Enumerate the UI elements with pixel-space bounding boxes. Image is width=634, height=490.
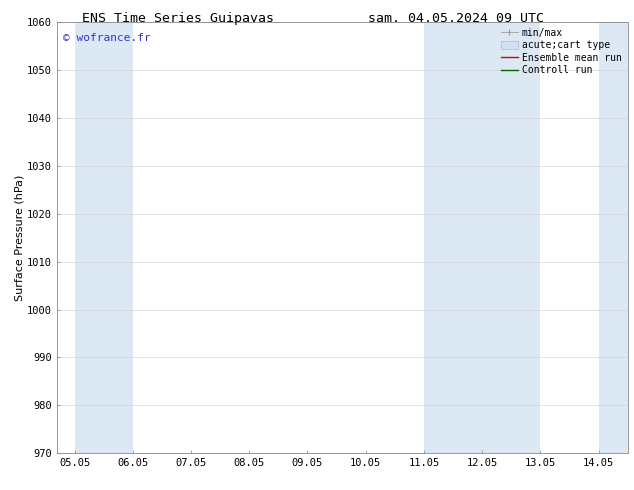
Bar bbox=[75, 22, 133, 453]
Text: ENS Time Series Guipavas: ENS Time Series Guipavas bbox=[82, 12, 273, 25]
Bar bbox=[598, 22, 628, 453]
Text: © wofrance.fr: © wofrance.fr bbox=[63, 33, 150, 43]
Legend: min/max, acute;cart type, Ensemble mean run, Controll run: min/max, acute;cart type, Ensemble mean … bbox=[496, 24, 626, 79]
Y-axis label: Surface Pressure (hPa): Surface Pressure (hPa) bbox=[15, 174, 25, 301]
Bar bbox=[482, 22, 540, 453]
Text: sam. 04.05.2024 09 UTC: sam. 04.05.2024 09 UTC bbox=[368, 12, 545, 25]
Bar bbox=[424, 22, 482, 453]
